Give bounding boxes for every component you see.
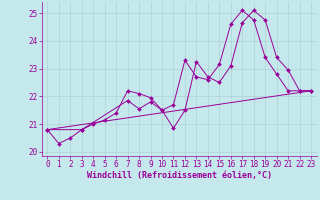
X-axis label: Windchill (Refroidissement éolien,°C): Windchill (Refroidissement éolien,°C)	[87, 171, 272, 180]
